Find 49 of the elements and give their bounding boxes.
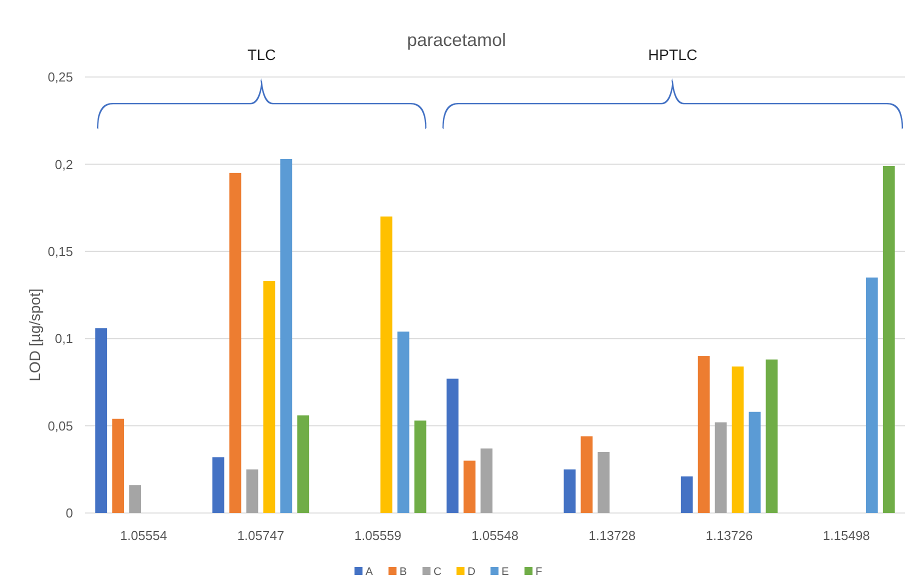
- y-tick-label: 0,25: [48, 70, 73, 85]
- legend-label: A: [366, 566, 374, 578]
- legend-label: C: [434, 566, 442, 578]
- y-tick-label: 0,2: [54, 156, 73, 172]
- text: TLC: [248, 47, 276, 64]
- bar: [112, 418, 124, 513]
- bar: [446, 378, 458, 513]
- bar: [246, 469, 258, 513]
- chart-title: paracetamol: [406, 30, 506, 50]
- x-tick-label: 1.13726: [706, 528, 753, 543]
- bar: [714, 422, 727, 513]
- bar: [748, 412, 761, 513]
- bar: [263, 281, 276, 513]
- y-tick-label: 0,15: [48, 244, 73, 259]
- bar: [680, 476, 693, 513]
- bar: [397, 332, 410, 513]
- bar: [882, 166, 895, 513]
- bar: [580, 436, 593, 513]
- bar: [380, 216, 392, 513]
- x-tick-label: 1.15498: [822, 528, 870, 543]
- y-axis-title: LOD [µg/spot]: [27, 288, 44, 382]
- bar: [129, 485, 142, 513]
- legend-label: B: [400, 566, 407, 578]
- y-tick-label: 0,1: [54, 331, 73, 346]
- bar: [480, 448, 492, 513]
- y-tick-label: 0,05: [48, 418, 73, 434]
- x-tick-label: 1.05747: [237, 528, 284, 543]
- bar: [766, 360, 778, 513]
- bar: [564, 469, 576, 513]
- bar: [414, 420, 426, 513]
- text: HPTLC: [648, 47, 698, 64]
- legend-label: F: [536, 566, 542, 578]
- bar: [598, 452, 610, 513]
- bar: [297, 415, 310, 513]
- x-tick-label: 1.13728: [588, 528, 636, 543]
- bar: [95, 328, 108, 513]
- y-tick-label: 0: [66, 506, 73, 521]
- bar: [464, 460, 476, 513]
- bar: [698, 356, 710, 513]
- bar: [280, 158, 292, 513]
- x-tick-label: 1.05559: [354, 528, 402, 543]
- x-tick-label: 1.05548: [472, 528, 518, 543]
- bar: [212, 457, 224, 513]
- x-tick-label: 1.05554: [120, 528, 168, 543]
- bar: [732, 366, 744, 513]
- legend-label: E: [502, 566, 509, 578]
- legend-label: D: [468, 566, 476, 578]
- bar: [866, 278, 878, 513]
- bar: [229, 172, 242, 513]
